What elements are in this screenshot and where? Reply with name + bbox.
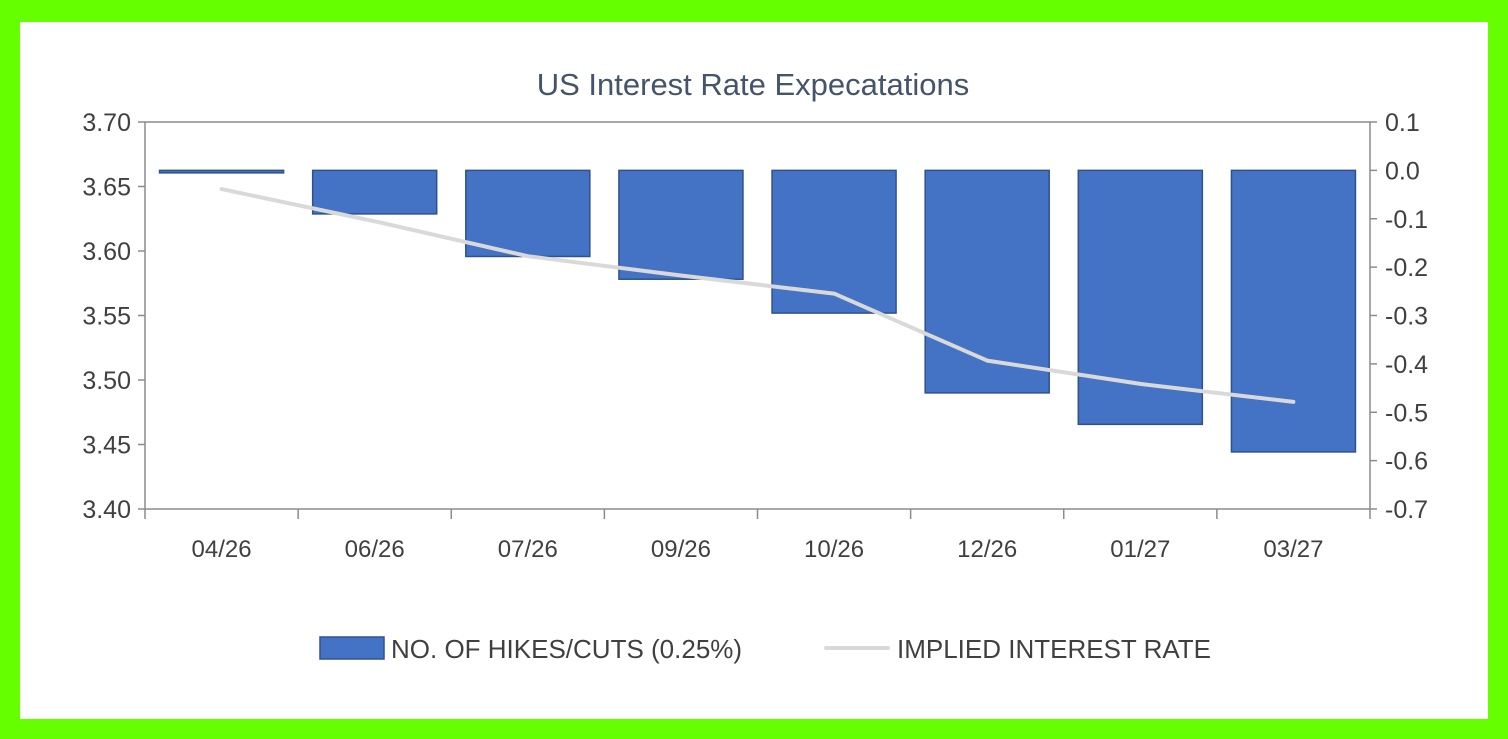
- y-left-tick-label: 3.50: [82, 367, 131, 395]
- bar: [924, 169, 1050, 394]
- legend-label-line: IMPLIED INTEREST RATE: [897, 634, 1211, 664]
- x-tick-label: 12/26: [957, 536, 1017, 563]
- bar: [465, 169, 591, 258]
- bar: [158, 169, 285, 174]
- x-tick-label: 04/26: [192, 536, 252, 563]
- y-left-tick-label: 3.60: [82, 238, 131, 266]
- bar: [311, 169, 438, 215]
- bar: [1077, 169, 1204, 426]
- y-left-tick-label: 3.65: [82, 174, 131, 202]
- y-right-tick-label: -0.2: [1385, 254, 1428, 282]
- y-left-tick-label: 3.45: [82, 432, 131, 460]
- y-right-tick-label: -0.4: [1385, 351, 1428, 379]
- y-right-tick-label: -0.5: [1385, 399, 1428, 427]
- x-tick-label: 10/26: [804, 536, 864, 563]
- chart-frame: US Interest Rate Expecatations 3.70 3.65 3…: [20, 22, 1488, 719]
- legend-label-bars: NO. OF HIKES/CUTS (0.25%): [391, 634, 742, 664]
- x-tick-label: 01/27: [1110, 536, 1170, 563]
- legend-swatch-bars: [319, 636, 385, 660]
- y-right-tick-label: -0.3: [1385, 303, 1428, 331]
- y-left-tick-label: 3.40: [82, 496, 131, 524]
- x-tick-label: 07/26: [498, 536, 558, 563]
- y-right-tick-label: 0.0: [1385, 157, 1420, 185]
- chart-canvas: US Interest Rate Expecatations 3.703.653…: [82, 67, 1428, 664]
- bar: [618, 169, 744, 280]
- chart-title: US Interest Rate Expecatations: [537, 67, 970, 102]
- legend: NO. OF HIKES/CUTS (0.25%) IMPLIED INTERES…: [319, 634, 1211, 664]
- series-line: [219, 187, 1296, 404]
- x-tick-label: 09/26: [651, 536, 711, 563]
- bar: [1230, 169, 1357, 453]
- y-right-tick-label: -0.6: [1385, 448, 1428, 476]
- y-right-tick-label: -0.7: [1385, 496, 1428, 524]
- y-right-tick-label: -0.1: [1385, 206, 1428, 234]
- plot-area: 3.70 3.65 3.60 3.55 3.50 3.45 3.40 0.1 0.0 -0.1 -0…: [82, 109, 1428, 563]
- x-tick-label: 06/26: [345, 536, 405, 563]
- x-tick-label: 03/27: [1263, 536, 1323, 563]
- y-right-tick-label: 0.1: [1385, 109, 1420, 137]
- y-left-tick-label: 3.70: [82, 109, 131, 137]
- y-left-tick-label: 3.55: [82, 303, 131, 331]
